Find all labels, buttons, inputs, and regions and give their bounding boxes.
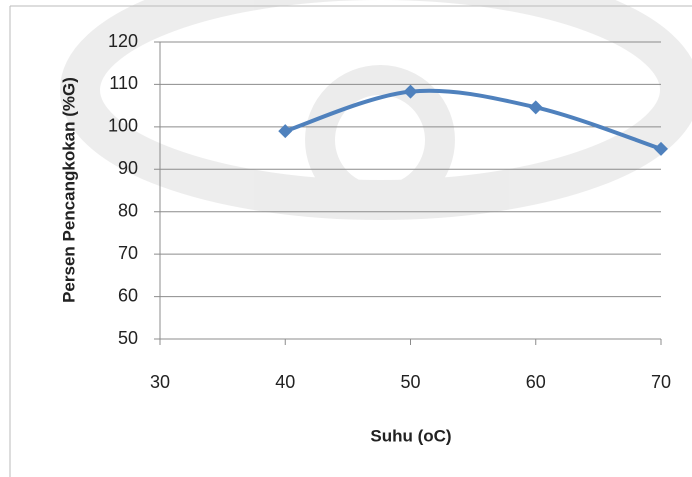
chart: Suhu (oC) Persen Pencangkokan (%G) 50 60 7… <box>0 0 692 477</box>
y-tick-label: 110 <box>109 73 138 93</box>
y-tick-label: 80 <box>118 200 138 220</box>
x-tick-label: 40 <box>275 372 295 392</box>
y-axis-title: Persen Pencangkokan (%G) <box>59 77 78 303</box>
y-tick-label: 60 <box>118 285 138 305</box>
x-tick-label: 30 <box>150 372 170 392</box>
x-tick-label: 70 <box>651 372 671 392</box>
y-tick-label: 50 <box>118 328 138 348</box>
x-tick-label: 50 <box>400 372 420 392</box>
y-tick-label: 90 <box>118 158 138 178</box>
y-tick-label: 100 <box>108 116 138 136</box>
y-tick-label: 120 <box>108 31 138 51</box>
x-axis-title: Suhu (oC) <box>370 426 451 445</box>
page: Suhu (oC) Persen Pencangkokan (%G) 50 60 7… <box>0 0 692 477</box>
y-tick-label: 70 <box>118 243 138 263</box>
x-tick-label: 60 <box>526 372 546 392</box>
